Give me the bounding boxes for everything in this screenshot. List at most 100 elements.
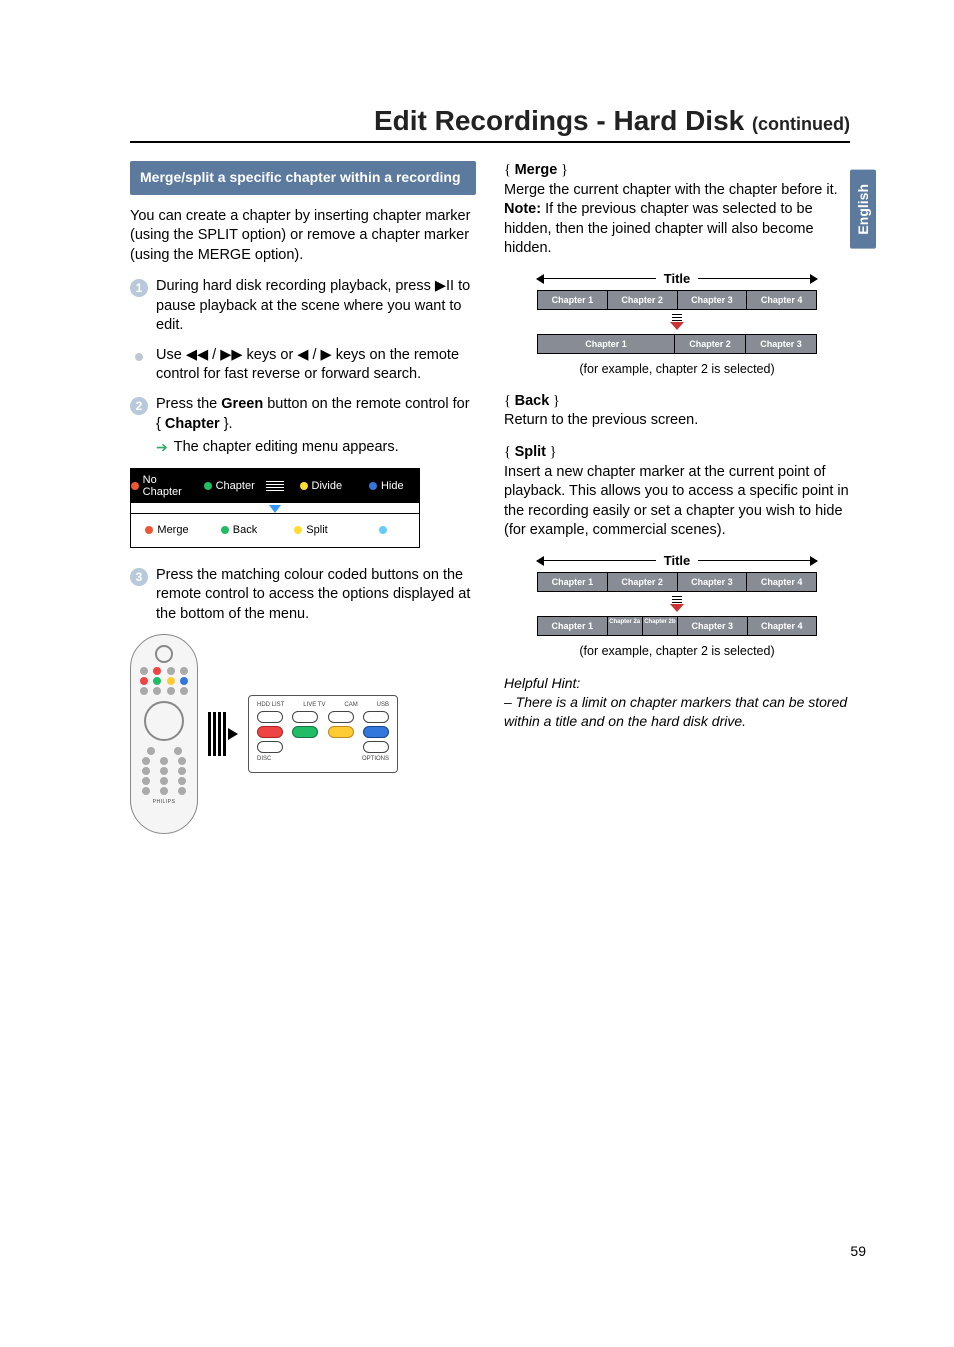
- page-number: 59: [850, 1243, 866, 1259]
- chapter-cell: Chapter 2a: [608, 617, 643, 635]
- arrow-left-icon: [537, 278, 656, 279]
- merge-note: If the previous chapter was selected to …: [504, 201, 814, 256]
- chapter-cell: Chapter 2: [608, 573, 678, 591]
- remote-illustration: PHILIPS HDD LIST LIVE TV CAM USB: [130, 634, 476, 834]
- red-dot-icon: [131, 482, 139, 490]
- step-2-text: Press the Green button on the remote con…: [156, 395, 476, 458]
- step-3: 3 Press the matching colour coded button…: [130, 566, 476, 625]
- panel-label-livetv: LIVE TV: [303, 702, 325, 708]
- merge-label: Merge: [515, 162, 558, 178]
- diagram1-caption: (for example, chapter 2 is selected): [504, 362, 850, 376]
- step2-result: The chapter editing menu appears.: [174, 438, 399, 458]
- yellow-dot-icon: [294, 526, 302, 534]
- chapter-cell: Chapter 4: [747, 291, 816, 309]
- step-2: 2 Press the Green button on the remote c…: [130, 395, 476, 458]
- chapter-cell: Chapter 2: [608, 291, 678, 309]
- merge-text: Merge the current chapter with the chapt…: [504, 182, 838, 198]
- split-block: { Split } Insert a new chapter marker at…: [504, 443, 850, 541]
- chapter-cell: Chapter 2: [675, 335, 746, 353]
- diagram2-title-row: Title: [537, 553, 817, 568]
- merge-diagram: Title Chapter 1 Chapter 2 Chapter 3 Chap…: [537, 271, 817, 354]
- remote-power-icon: [155, 645, 173, 663]
- arrow-left-icon: [537, 560, 656, 561]
- diagram1-before: Chapter 1 Chapter 2 Chapter 3 Chapter 4: [537, 290, 817, 310]
- step-number-3: 3: [130, 568, 148, 586]
- bullet-row: Use ◀◀ / ▶▶ keys or ◀ / ▶ keys on the re…: [130, 346, 476, 385]
- panel-row-2: [257, 726, 389, 738]
- page-title: Edit Recordings - Hard Disk (continued): [130, 105, 850, 143]
- cyan-dot-icon: [379, 526, 387, 534]
- menu-split-label: Split: [306, 524, 327, 536]
- menu-row-bottom: Merge Back Split: [131, 513, 419, 547]
- merge-block: { Merge } Merge the current chapter with…: [504, 161, 850, 259]
- title-main: Edit Recordings - Hard Disk: [374, 105, 744, 136]
- panel-top-labels: HDD LIST LIVE TV CAM USB: [257, 702, 389, 708]
- back-text: Return to the previous screen.: [504, 412, 698, 428]
- chapter-cell: Chapter 1: [538, 617, 608, 635]
- green-dot-icon: [221, 526, 229, 534]
- menu-row-top: No Chapter Chapter Divide Hide: [131, 469, 419, 503]
- green-dot-icon: [204, 482, 212, 490]
- menu-chapter-label: Chapter: [216, 480, 255, 492]
- step-number-2: 2: [130, 397, 148, 415]
- step2-prefix: Press the: [156, 396, 221, 412]
- menu-merge: Merge: [131, 524, 203, 536]
- remote-brand: PHILIPS: [137, 799, 191, 805]
- arrow-right-icon: [698, 560, 817, 561]
- menu-nochapter: No Chapter: [131, 474, 196, 498]
- intro-paragraph: You can create a chapter by inserting ch…: [130, 207, 476, 266]
- menu-back: Back: [203, 524, 275, 536]
- page-content: Edit Recordings - Hard Disk (continued) …: [130, 105, 850, 834]
- chapter-cell: Chapter 1: [538, 335, 675, 353]
- menu-hide-label: Hide: [381, 480, 404, 492]
- diagram2-title: Title: [664, 553, 691, 568]
- panel-row-1: [257, 711, 389, 723]
- back-label: Back: [515, 393, 550, 409]
- bullet-icon: [135, 353, 143, 361]
- step-number-1: 1: [130, 279, 148, 297]
- chapter-cell: Chapter 3: [678, 291, 748, 309]
- down-arrow-icon: [670, 314, 684, 330]
- hint-heading: Helpful Hint:: [504, 675, 580, 691]
- yellow-dot-icon: [300, 482, 308, 490]
- remote-control-icon: PHILIPS: [130, 634, 198, 834]
- chapter-cell: Chapter 2b: [643, 617, 678, 635]
- chapter-cell: Chapter 1: [538, 291, 608, 309]
- panel-bottom-labels: DISC OPTIONS: [257, 756, 389, 762]
- menu-empty: [347, 526, 419, 534]
- chapter-cell: Chapter 4: [747, 573, 816, 591]
- step2-green: Green: [221, 396, 263, 412]
- chapter-cell: Chapter 4: [748, 617, 817, 635]
- split-label: Split: [515, 444, 546, 460]
- pointer-down-icon: [269, 505, 281, 513]
- down-arrow-icon: [670, 596, 684, 612]
- panel-label-hddlist: HDD LIST: [257, 702, 284, 708]
- step2-chapter: Chapter: [165, 416, 220, 432]
- diagram1-after: Chapter 1 Chapter 2 Chapter 3: [537, 334, 817, 354]
- bars-icon: [266, 481, 284, 491]
- diagram1-title: Title: [664, 271, 691, 286]
- arrow-right-icon: [228, 728, 238, 740]
- split-diagram: Title Chapter 1 Chapter 2 Chapter 3 Chap…: [537, 553, 817, 636]
- chapter-cell: Chapter 3: [678, 617, 748, 635]
- step2-result-line: ➔ The chapter editing menu appears.: [156, 438, 476, 458]
- panel-label-disc: DISC: [257, 756, 271, 762]
- menu-pointer-row: [131, 503, 419, 513]
- chapter-menu-illustration: No Chapter Chapter Divide Hide Merge Bac…: [130, 468, 420, 548]
- menu-split: Split: [275, 524, 347, 536]
- columns: Merge/split a specific chapter within a …: [130, 161, 850, 834]
- menu-chapter: Chapter: [196, 480, 261, 492]
- merge-note-bold: Note:: [504, 201, 541, 217]
- menu-bars: [262, 481, 288, 491]
- helpful-hint: Helpful Hint: – There is a limit on chap…: [504, 674, 850, 731]
- section-header: Merge/split a specific chapter within a …: [130, 161, 476, 195]
- menu-divide: Divide: [288, 480, 353, 492]
- chapter-cell: Chapter 3: [678, 573, 748, 591]
- split-text: Insert a new chapter marker at the curre…: [504, 464, 849, 539]
- bullet-text: Use ◀◀ / ▶▶ keys or ◀ / ▶ keys on the re…: [156, 346, 476, 385]
- chapter-cell: Chapter 1: [538, 573, 608, 591]
- step-3-text: Press the matching colour coded buttons …: [156, 566, 476, 625]
- chapter-cell: Chapter 3: [746, 335, 816, 353]
- menu-merge-label: Merge: [157, 524, 188, 536]
- diagram-title-row: Title: [537, 271, 817, 286]
